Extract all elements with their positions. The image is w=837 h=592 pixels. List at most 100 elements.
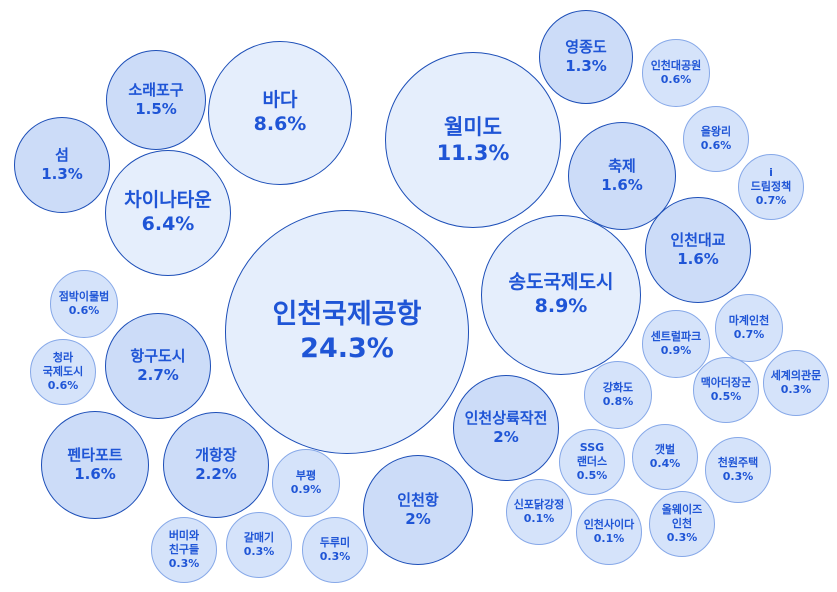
bubble[interactable]: 신포닭강정 0.1% [506,479,572,545]
bubble[interactable]: 천원주택 0.3% [705,437,771,503]
bubble-label: 을왕리 [700,125,732,139]
bubble[interactable]: 소래포구 1.5% [106,50,206,150]
bubble-label: 버미와 [168,529,200,543]
bubble-value: 0.7% [733,328,765,341]
bubble-label: 갈매기 [243,531,275,545]
bubble-label: 차이나타운 [124,189,212,212]
bubble-value: 8.9% [534,295,588,317]
bubble-value: 0.6% [660,73,692,86]
bubble-label: 개항장 [195,446,237,465]
bubble[interactable]: 두루미 0.3% [302,517,368,583]
bubble-value: 0.6% [47,378,79,392]
bubble[interactable]: 갯벌 0.4% [632,424,698,490]
bubble-value: 1.6% [677,250,719,268]
bubble-label: 세계의관문 [770,369,822,383]
bubble[interactable]: SSG 랜더스 0.5% [559,429,625,495]
bubble-value: 0.5% [710,390,742,403]
bubble[interactable]: 바다 8.6% [208,41,352,185]
bubble-value: 0.3% [666,530,698,544]
bubble[interactable]: 청라 국제도시 0.6% [30,339,96,405]
bubble-value: 0.4% [649,457,681,470]
bubble-label: 센트럴파크 [650,330,702,344]
bubble[interactable]: 인천대공원 0.6% [642,39,710,107]
bubble-label: 친구들 [168,543,200,557]
bubble-label: 송도국제도시 [508,271,614,294]
bubble[interactable]: 개항장 2.2% [163,412,269,518]
bubble-value: 0.1% [593,532,625,545]
bubble[interactable]: 세계의관문 0.3% [763,350,829,416]
bubble[interactable]: 섬 1.3% [14,117,110,213]
bubble-value: 1.6% [601,176,643,194]
bubble[interactable]: 갈매기 0.3% [226,512,292,578]
bubble-label: 국제도시 [42,365,84,379]
bubble-label: 펜타포트 [67,446,123,465]
bubble[interactable]: 맥아더장군 0.5% [693,357,759,423]
bubble-label: 천원주택 [717,456,759,470]
bubble-value: 2% [493,428,519,446]
bubble-label: 맥아더장군 [700,376,752,390]
bubble-value: 0.3% [319,550,351,563]
bubble-value: 0.5% [576,468,608,482]
bubble[interactable]: 인천대교 1.6% [645,197,751,303]
bubble[interactable]: i 드림정책 0.7% [738,154,804,220]
bubble-label: 랜더스 [576,455,608,469]
bubble-label: 두루미 [319,536,351,550]
bubble-label: 월미도 [444,114,502,139]
bubble-value: 0.3% [722,470,754,483]
bubble-value: 8.6% [253,113,307,135]
bubble-value: 1.3% [41,165,83,183]
bubble[interactable]: 센트럴파크 0.9% [642,310,710,378]
bubble-label: 인천상륙작전 [464,409,548,428]
bubble-label: 부평 [295,469,317,483]
bubble[interactable]: 축제 1.6% [568,122,676,230]
bubble-label: 마계인천 [728,314,770,328]
bubble-label: 올웨이즈 [661,503,703,517]
bubble-label: SSG [579,441,605,455]
bubble[interactable]: 인천사이다 0.1% [576,499,642,565]
bubble-value: 0.8% [602,395,634,408]
bubble-value: 0.3% [168,556,200,570]
bubble-value: 0.3% [780,383,812,396]
bubble-label: 인천대교 [670,231,726,250]
bubble-label: 드림정책 [750,180,792,194]
bubble[interactable]: 월미도 11.3% [385,52,561,228]
bubble-label: 항구도시 [130,347,186,366]
bubble[interactable]: 을왕리 0.6% [683,106,749,172]
bubble[interactable]: 인천국제공항 24.3% [225,210,469,454]
bubble[interactable]: 마계인천 0.7% [715,294,783,362]
bubble-label: i [769,166,773,180]
bubble-label: 신포닭강정 [513,498,565,512]
bubble[interactable]: 점박이물범 0.6% [50,270,118,338]
bubble-label: 영종도 [565,38,607,57]
bubble[interactable]: 인천상륙작전 2% [453,375,559,481]
bubble[interactable]: 펜타포트 1.6% [41,411,149,519]
bubble[interactable]: 영종도 1.3% [539,10,633,104]
bubble-value: 0.6% [700,139,732,152]
bubble-label: 점박이물범 [58,290,110,304]
bubble[interactable]: 올웨이즈 인천 0.3% [649,491,715,557]
bubble-value: 2% [405,510,431,528]
bubble[interactable]: 차이나타운 6.4% [105,150,231,276]
bubble[interactable]: 부평 0.9% [272,449,340,517]
bubble-value: 1.3% [565,57,607,75]
bubble[interactable]: 인천항 2% [363,455,473,565]
bubble[interactable]: 송도국제도시 8.9% [481,215,641,375]
bubble-label: 소래포구 [128,81,184,100]
bubble-label: 청라 [52,351,74,365]
bubble-label: 인천국제공항 [272,299,422,331]
bubble-value: 0.3% [243,545,275,558]
bubble-label: 섬 [55,146,69,165]
bubble-label: 인천 [671,517,693,531]
bubble[interactable]: 강화도 0.8% [584,361,652,429]
bubble[interactable]: 항구도시 2.7% [105,313,211,419]
bubble[interactable]: 버미와 친구들 0.3% [151,517,217,583]
bubble-value: 1.6% [74,465,116,483]
bubble-label: 갯벌 [654,443,676,457]
bubble-value: 24.3% [300,333,394,364]
bubble-value: 0.1% [523,512,555,525]
bubble-label: 강화도 [602,381,634,395]
bubble-label: 인천대공원 [650,59,702,73]
bubble-value: 0.7% [755,193,787,207]
bubble-value: 1.5% [135,100,177,118]
bubble-value: 2.2% [195,465,237,483]
